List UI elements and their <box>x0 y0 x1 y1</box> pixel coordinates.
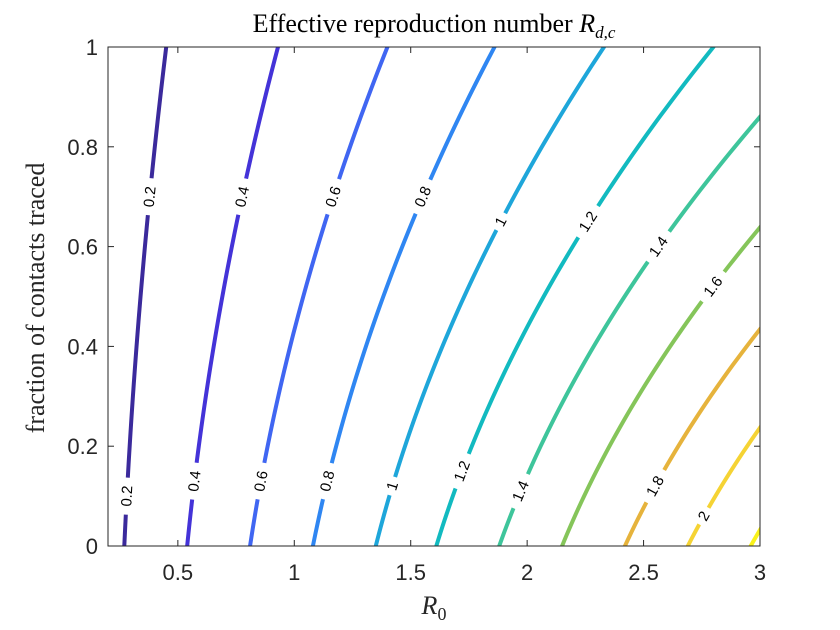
plot-area: 0.20.20.40.40.60.60.80.8111.21.21.41.41.… <box>67 35 766 585</box>
contour-line <box>748 525 760 546</box>
contour-label-bg <box>505 470 537 512</box>
contour-label-bg <box>138 177 161 216</box>
x-tick-label: 0.5 <box>163 560 194 585</box>
contour-label-text: 0.6 <box>251 469 271 493</box>
x-tick-label: 3 <box>754 560 766 585</box>
contour-line <box>373 47 606 546</box>
contour-label-bg <box>116 477 137 516</box>
contour-line <box>122 47 169 546</box>
contour-label: 0.6 <box>318 176 348 218</box>
contour-label-text: 0.8 <box>317 469 338 493</box>
plot-frame <box>107 46 761 547</box>
contour-label-bg <box>640 226 677 267</box>
contour-label: 1.2 <box>446 450 477 492</box>
contour-label-text: 0.2 <box>141 186 160 208</box>
y-tick-label: 1 <box>86 35 98 60</box>
y-tick-label: 0.8 <box>67 135 98 160</box>
contour-lines <box>122 47 760 546</box>
contour-label-bg <box>248 461 274 501</box>
contour-label-bg <box>638 465 672 507</box>
contour-label-bg <box>488 209 514 235</box>
contour-label: 0.8 <box>407 176 439 218</box>
contour-label: 0.4 <box>183 461 206 501</box>
contour-label: 0.4 <box>229 176 255 217</box>
contour-label: 1 <box>380 474 404 498</box>
contour-label-text: 0.2 <box>118 485 136 507</box>
contour-label-bg <box>318 176 348 218</box>
contour-label: 0.6 <box>248 461 274 501</box>
contour-labels: 0.20.20.40.40.60.60.80.8111.21.21.41.41.… <box>116 176 732 529</box>
contour-label: 0.8 <box>314 461 341 502</box>
contour-label-bg <box>183 461 206 501</box>
contour-label-bg <box>407 176 439 218</box>
contour-label-bg <box>229 176 255 217</box>
contour-line <box>310 47 497 546</box>
contour-label-bg <box>380 474 404 498</box>
y-axis-label: fraction of contacts traced <box>21 163 50 434</box>
contour-label: 2 <box>691 503 717 529</box>
y-axis-ticks: 0 0.2 0.4 0.6 0.8 1 <box>67 35 760 559</box>
contour-label-text: 1.4 <box>509 478 533 504</box>
contour-label: 1.4 <box>505 470 537 512</box>
contour-line <box>248 47 390 546</box>
contour-label-text: 0.4 <box>185 470 204 493</box>
contour-label-bg <box>314 461 341 502</box>
y-tick-label: 0.2 <box>67 434 98 459</box>
contour-label: 0.2 <box>116 477 137 516</box>
contour-label-text: 0.6 <box>322 184 345 209</box>
x-axis-label: R0 <box>421 591 447 624</box>
x-axis-ticks: 0.5 1 1.5 2 2.5 3 <box>163 47 766 585</box>
contour-label-bg <box>446 450 477 492</box>
x-tick-label: 2 <box>521 560 533 585</box>
y-tick-label: 0.6 <box>67 235 98 260</box>
contour-label: 0.2 <box>138 177 161 216</box>
contour-label-text: 0.8 <box>411 184 435 210</box>
contour-label-text: 1.2 <box>451 459 474 485</box>
x-tick-label: 1.5 <box>395 560 426 585</box>
contour-label: 1 <box>488 209 514 235</box>
chart-title: Effective reproduction number Rd,c <box>253 9 616 42</box>
contour-label-text: 0.4 <box>232 185 253 209</box>
y-tick-label: 0 <box>86 534 98 559</box>
x-tick-label: 2.5 <box>628 560 659 585</box>
contour-label-bg <box>694 266 732 307</box>
contour-line <box>685 424 760 546</box>
y-tick-label: 0.4 <box>67 334 98 359</box>
contour-line <box>622 325 760 546</box>
contour-label-bg <box>570 201 606 243</box>
contour-label-bg <box>691 503 717 529</box>
x-tick-label: 1 <box>288 560 300 585</box>
contour-line <box>497 113 760 546</box>
